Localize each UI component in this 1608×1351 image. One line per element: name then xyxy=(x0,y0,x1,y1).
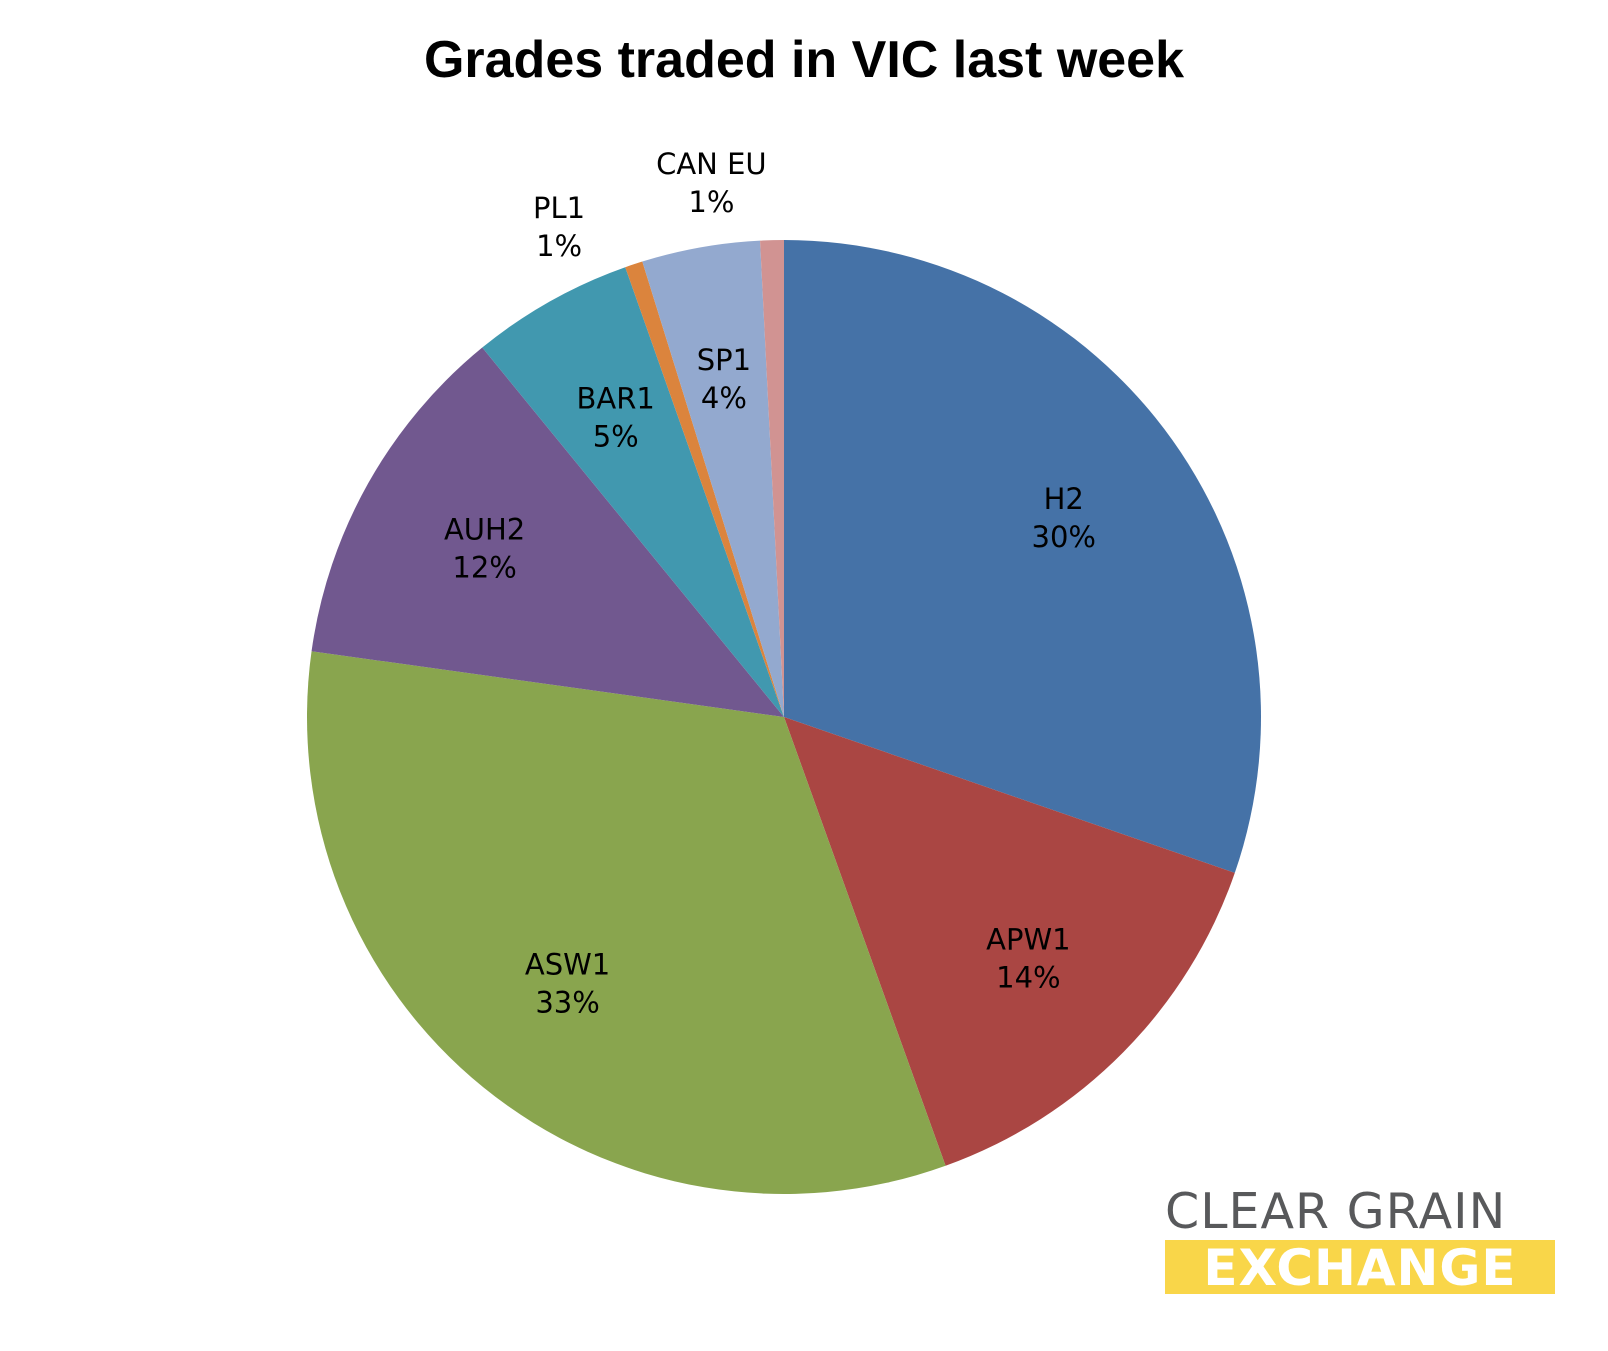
chart-title: Grades traded in VIC last week xyxy=(423,31,1185,89)
slice-percent-bar1: 5% xyxy=(593,420,639,454)
pie-labels: H2 30% APW1 14% ASW1 33% AUH2 12% BAR1 5% PL1 1% SP1… xyxy=(444,147,1096,1020)
pie-slice-bar1 xyxy=(482,267,784,717)
slice-percent-auh2: 12% xyxy=(452,551,516,585)
slice-label-auh2: AUH2 xyxy=(444,513,525,547)
pie-slice-pl1 xyxy=(625,261,784,717)
slice-percent-can-eu: 1% xyxy=(688,185,734,219)
pie-slice-auh2 xyxy=(311,347,784,717)
slice-percent-sp1: 4% xyxy=(701,381,747,415)
slice-label-h2: H2 xyxy=(1044,482,1084,516)
slice-label-can-eu: CAN EU xyxy=(656,147,767,181)
pie-slice-can-eu xyxy=(760,240,784,717)
slice-label-sp1: SP1 xyxy=(697,343,751,377)
logo-text-exchange: EXCHANGE xyxy=(1165,1240,1555,1294)
slice-label-apw1: APW1 xyxy=(986,922,1070,956)
pie-slice-asw1 xyxy=(306,651,946,1195)
pie-slice-sp1 xyxy=(642,240,784,717)
slice-percent-asw1: 33% xyxy=(535,986,599,1020)
slice-label-asw1: ASW1 xyxy=(525,948,610,982)
pie-slice-h2 xyxy=(784,240,1261,873)
slice-percent-apw1: 14% xyxy=(996,960,1060,994)
slice-label-bar1: BAR1 xyxy=(577,382,655,416)
slice-label-pl1: PL1 xyxy=(533,191,585,225)
slice-percent-h2: 30% xyxy=(1032,520,1096,554)
slice-percent-pl1: 1% xyxy=(536,229,582,263)
logo-text-clear-grain: CLEAR GRAIN xyxy=(1165,1186,1507,1238)
pie-slice-apw1 xyxy=(784,717,1235,1166)
clear-grain-exchange-logo: CLEAR GRAIN EXCHANGE xyxy=(1165,1186,1555,1294)
pie-slices xyxy=(306,240,1261,1195)
